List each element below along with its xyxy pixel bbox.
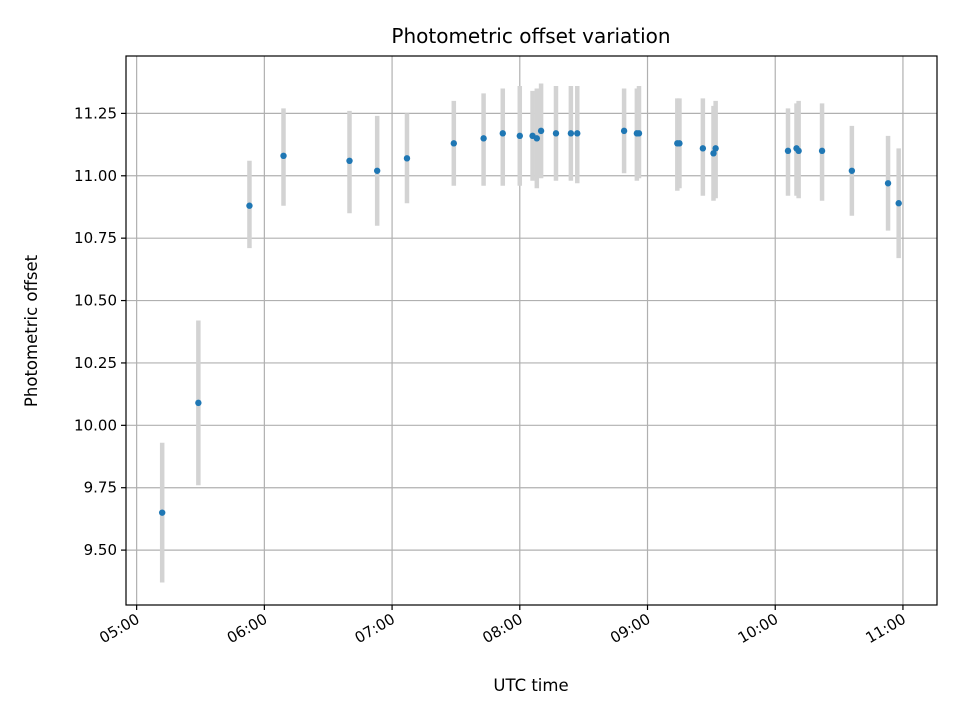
- data-point: [195, 399, 202, 407]
- data-point: [784, 147, 792, 155]
- y-tick-label: 10.50: [74, 292, 117, 310]
- data-point: [699, 145, 707, 152]
- data-point: [620, 127, 628, 135]
- data-point: [499, 130, 506, 137]
- data-point: [818, 147, 826, 155]
- data-point: [710, 150, 717, 157]
- chart-title: Photometric offset variation: [391, 24, 670, 48]
- data-point: [567, 130, 575, 137]
- data-point: [795, 147, 802, 155]
- y-tick-label: 10.00: [74, 416, 117, 434]
- data-point: [280, 152, 287, 160]
- data-point: [712, 145, 719, 152]
- data-point: [537, 127, 545, 135]
- x-axis-title: UTC time: [493, 676, 568, 695]
- data-point: [676, 140, 683, 147]
- plot-frame: [125, 55, 938, 606]
- data-point: [516, 132, 523, 140]
- y-tick-label: 9.75: [84, 479, 117, 497]
- data-point: [848, 167, 856, 174]
- y-tick-label: 11.00: [74, 167, 117, 185]
- data-point: [246, 202, 253, 209]
- data-point: [533, 135, 541, 142]
- y-axis-title: Photometric offset: [22, 254, 41, 407]
- data-points: [158, 127, 902, 516]
- y-tick-label: 10.25: [74, 354, 117, 372]
- data-point: [552, 130, 560, 137]
- y-axis: 9.50 9.75 10.00 10.25 10.50 10.75 11.00 11.25: [74, 104, 126, 559]
- data-point: [895, 200, 902, 207]
- data-point: [450, 140, 458, 147]
- data-point: [480, 135, 487, 142]
- data-point: [635, 130, 643, 137]
- y-tick-label: 10.75: [74, 229, 117, 247]
- y-tick-label: 9.50: [84, 541, 117, 559]
- data-point: [403, 155, 411, 162]
- y-tick-label: 11.25: [74, 104, 117, 122]
- data-point: [346, 157, 353, 165]
- data-point: [574, 130, 581, 137]
- data-point: [373, 167, 381, 174]
- data-point: [884, 180, 892, 187]
- data-point: [158, 509, 166, 516]
